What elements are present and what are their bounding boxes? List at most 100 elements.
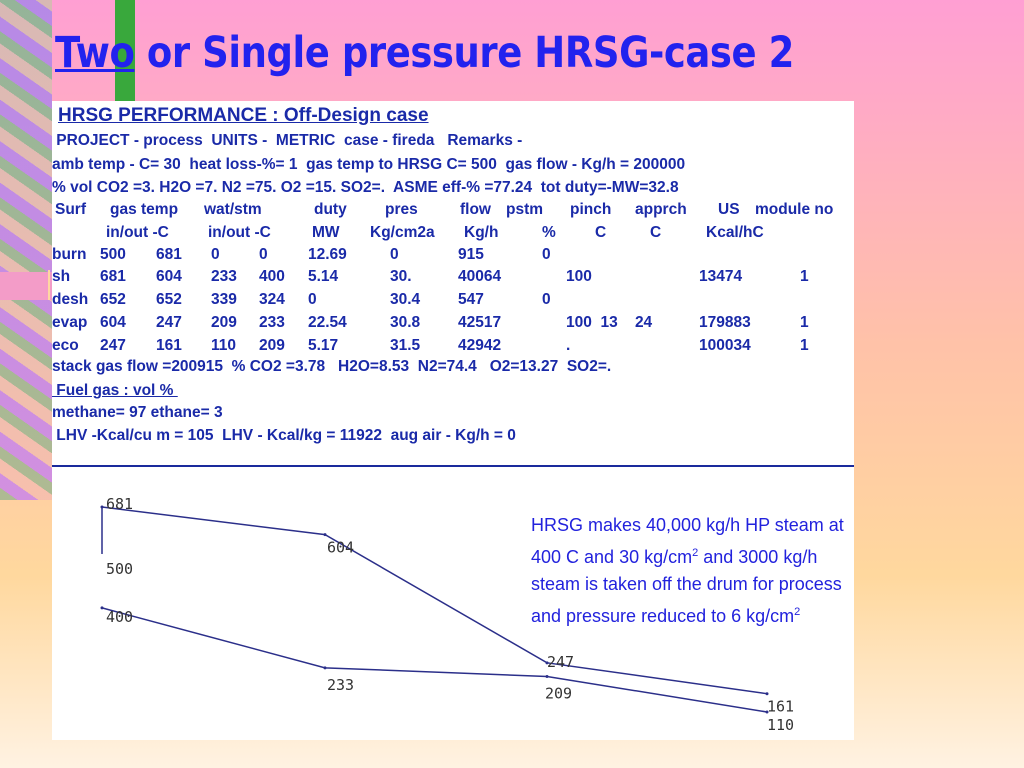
table-cell: 681: [100, 268, 126, 285]
table-cell: eco: [52, 337, 79, 354]
table-cell: 604: [156, 268, 182, 285]
table-subheader-cell: Kg/cm2a: [370, 224, 435, 241]
table-subheader-cell: C: [650, 224, 662, 241]
data-label: 161: [767, 698, 794, 716]
table-cell: 209: [211, 314, 237, 331]
table-subheader-cell: Kg/h: [464, 224, 499, 241]
report-ambient-line: amb temp - C= 30 heat loss-%= 1 gas temp…: [52, 156, 686, 173]
chart-svg: 681 604 247 161 400 233 209 110 500: [100, 495, 794, 734]
table-cell: 681: [156, 246, 182, 263]
data-label: 247: [547, 653, 574, 671]
data-label: 400: [106, 608, 133, 626]
report-lhv-line: LHV -Kcal/cu m = 105 LHV - Kcal/kg = 119…: [52, 427, 516, 444]
annotation-line-4: and pressure reduced to 6 kg/cm2: [531, 599, 951, 631]
table-cell: 30.: [390, 268, 412, 285]
table-cell: 604: [100, 314, 126, 331]
table-cell: desh: [52, 291, 89, 308]
hrsg-performance-report: HRSG PERFORMANCE : Off-Design case PROJE…: [52, 101, 854, 467]
annotation-text: HRSG makes 40,000 kg/h HP steam at 400 C…: [531, 512, 951, 630]
annotation-line-1: HRSG makes 40,000 kg/h HP steam at: [531, 515, 844, 535]
data-label: 681: [106, 495, 133, 513]
series-line-2: [101, 607, 768, 713]
table-cell: 0: [259, 246, 268, 263]
table-cell: 13474: [699, 268, 743, 285]
table-cell: 652: [100, 291, 126, 308]
table-cell: 30.8: [390, 314, 421, 331]
annotation-sup-1: 2: [692, 546, 699, 559]
data-label: 233: [327, 676, 354, 694]
title-rest: or Single pressure HRSG-case 2: [134, 28, 794, 78]
table-cell: 100034: [699, 337, 751, 354]
table-cell: 12.69: [308, 246, 347, 263]
table-header-cell: pres: [385, 201, 418, 218]
table-cell: 233: [259, 314, 285, 331]
table-subheader-cell: C: [595, 224, 607, 241]
annotation-line-3: steam is taken off the drum for process: [531, 574, 842, 594]
table-cell: 30.4: [390, 291, 421, 308]
data-point: [545, 674, 549, 678]
table-cell: 100 13 24: [566, 314, 653, 331]
decorative-green-bar: [115, 0, 135, 105]
table-cell: 42517: [458, 314, 502, 331]
series-line-1: [101, 506, 768, 695]
table-subheader-cell: MW: [312, 224, 340, 241]
decorative-side-strip: [0, 0, 52, 500]
table-header-cell: US: [718, 201, 740, 218]
table-header-cell: gas temp: [110, 201, 179, 218]
table-header-cell: pstm: [506, 201, 544, 218]
table-cell: .: [566, 337, 571, 354]
title-word-two: Two: [55, 28, 135, 78]
table-header-cell: duty: [314, 201, 347, 218]
temperature-profile-chart: 681 604 247 161 400 233 209 110 500: [52, 467, 854, 740]
report-heading: HRSG PERFORMANCE : Off-Design case: [58, 105, 429, 126]
annotation-sup-2: 2: [794, 605, 801, 618]
data-point: [765, 710, 769, 714]
table-cell: 100: [566, 268, 592, 285]
table-cell: 547: [458, 291, 484, 308]
table-cell: 0: [390, 246, 399, 263]
data-point: [765, 692, 769, 696]
table-cell: 1: [800, 268, 809, 285]
table-cell: 1: [800, 337, 809, 354]
table-cell: 5.14: [308, 268, 339, 285]
table-cell: 500: [100, 246, 126, 263]
data-point: [100, 606, 104, 610]
data-point: [545, 661, 549, 665]
table-cell: 0: [211, 246, 220, 263]
table-cell: 161: [156, 337, 182, 354]
table-cell: 247: [100, 337, 126, 354]
table-subheader-cell: in/out -C: [208, 224, 271, 241]
table-cell: 324: [259, 291, 285, 308]
table-cell: 40064: [458, 268, 502, 285]
table-cell: sh: [52, 268, 71, 285]
table-cell: 400: [259, 268, 285, 285]
table-header-cell: flow: [460, 201, 491, 218]
table-header-cell: pinch: [570, 201, 612, 218]
table-cell: 247: [156, 314, 182, 331]
report-composition-line: % vol CO2 =3. H2O =7. N2 =75. O2 =15. SO…: [52, 179, 679, 196]
table-subheader-cell: in/out -C: [106, 224, 169, 241]
data-point: [323, 666, 327, 670]
table-header-cell: apprch: [635, 201, 687, 218]
annotation-line-4a: and pressure reduced to 6 kg/cm: [531, 605, 795, 626]
decorative-pink-block: [0, 272, 52, 300]
annotation-line-2b: and 3000 kg/h: [698, 546, 818, 567]
table-cell: 915: [458, 246, 484, 263]
table-cell: 110: [211, 337, 237, 354]
data-point: [100, 505, 104, 509]
decorative-line: [48, 270, 50, 300]
data-label: 110: [767, 716, 794, 734]
table-cell: 22.54: [308, 314, 347, 331]
table-cell: 1: [800, 314, 809, 331]
table-cell: 0: [542, 291, 551, 308]
table-cell: 42942: [458, 337, 502, 354]
slide-title: Two or Single pressure HRSG-case 2: [55, 28, 794, 78]
table-cell: 233: [211, 268, 237, 285]
table-header-cell: module no: [755, 201, 834, 218]
table-cell: burn: [52, 246, 87, 263]
table-cell: 652: [156, 291, 182, 308]
annotation-line-2: 400 C and 30 kg/cm2 and 3000 kg/h: [531, 540, 951, 572]
annotation-line-2a: 400 C and 30 kg/cm: [531, 546, 693, 567]
table-cell: 0: [542, 246, 551, 263]
table-cell: 179883: [699, 314, 751, 331]
